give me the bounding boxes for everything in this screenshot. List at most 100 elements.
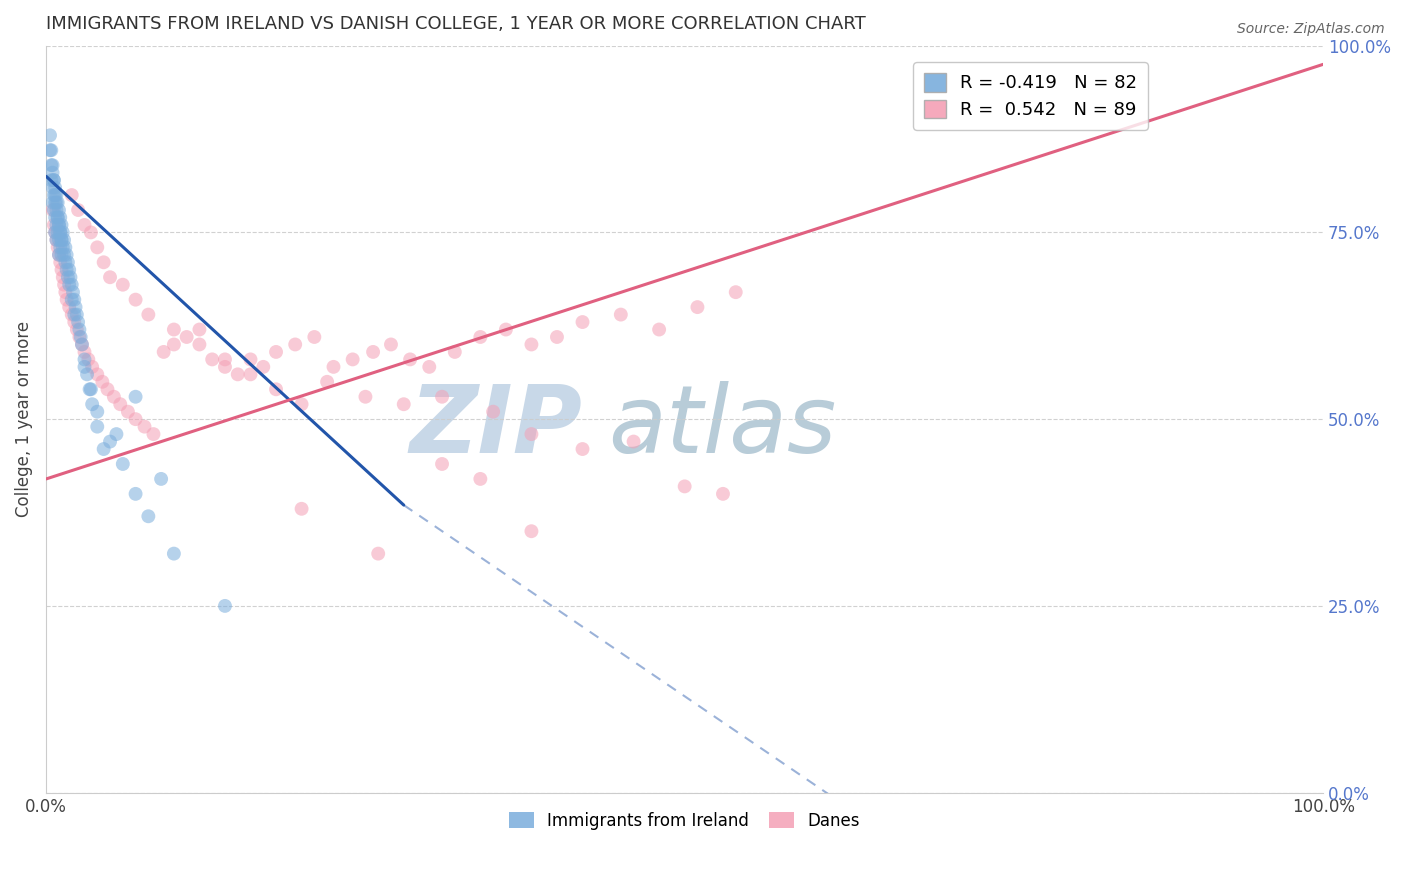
Point — [58, 262, 80, 277]
Point — [724, 285, 747, 300]
Point — [67, 202, 90, 217]
Point — [45, 195, 67, 210]
Text: IMMIGRANTS FROM IRELAND VS DANISH COLLEGE, 1 YEAR OR MORE CORRELATION CHART: IMMIGRANTS FROM IRELAND VS DANISH COLLEG… — [46, 15, 866, 33]
Point — [46, 211, 69, 225]
Point — [58, 277, 80, 292]
Point — [63, 308, 86, 322]
Point — [39, 143, 62, 157]
Text: Source: ZipAtlas.com: Source: ZipAtlas.com — [1237, 22, 1385, 37]
Point — [264, 345, 287, 359]
Point — [430, 457, 453, 471]
Point — [138, 308, 160, 322]
Point — [117, 405, 139, 419]
Point — [96, 382, 118, 396]
Point — [67, 322, 90, 336]
Point — [103, 390, 125, 404]
Point — [46, 195, 69, 210]
Point — [86, 405, 108, 419]
Point — [49, 226, 72, 240]
Point — [53, 285, 76, 300]
Point — [546, 330, 568, 344]
Point — [399, 352, 422, 367]
Point — [673, 479, 696, 493]
Point — [42, 202, 65, 217]
Point — [63, 315, 86, 329]
Point — [46, 211, 69, 225]
Point — [51, 262, 73, 277]
Point — [105, 427, 128, 442]
Point — [482, 405, 505, 419]
Point — [443, 345, 465, 359]
Point — [290, 501, 312, 516]
Point — [610, 308, 633, 322]
Point — [86, 368, 108, 382]
Point — [39, 173, 62, 187]
Point — [48, 233, 70, 247]
Point — [48, 218, 70, 232]
Point — [49, 211, 72, 225]
Point — [51, 218, 73, 232]
Point — [39, 158, 62, 172]
Point — [239, 352, 262, 367]
Point — [142, 427, 165, 442]
Point — [41, 180, 63, 194]
Point — [69, 330, 91, 344]
Point — [124, 412, 146, 426]
Point — [80, 226, 103, 240]
Point — [226, 368, 249, 382]
Point — [77, 352, 100, 367]
Point — [56, 255, 79, 269]
Point — [176, 330, 198, 344]
Point — [48, 248, 70, 262]
Point — [201, 352, 224, 367]
Point — [470, 330, 492, 344]
Point — [124, 293, 146, 307]
Point — [48, 218, 70, 232]
Point — [60, 308, 83, 322]
Point — [42, 173, 65, 187]
Point — [44, 226, 66, 240]
Point — [163, 322, 186, 336]
Point — [67, 315, 90, 329]
Text: atlas: atlas — [607, 381, 837, 472]
Point — [470, 472, 492, 486]
Point — [70, 337, 93, 351]
Point — [52, 240, 75, 254]
Point — [62, 285, 84, 300]
Point — [63, 293, 86, 307]
Point — [49, 255, 72, 269]
Point — [214, 599, 236, 613]
Point — [45, 218, 67, 232]
Point — [48, 202, 70, 217]
Point — [39, 143, 62, 157]
Point — [252, 359, 274, 374]
Point — [342, 352, 364, 367]
Point — [711, 487, 734, 501]
Point — [41, 195, 63, 210]
Point — [56, 270, 79, 285]
Point — [73, 345, 96, 359]
Point — [53, 277, 76, 292]
Point — [44, 180, 66, 194]
Point — [42, 218, 65, 232]
Point — [111, 457, 134, 471]
Point — [45, 233, 67, 247]
Point — [418, 359, 440, 374]
Point — [623, 434, 645, 449]
Point — [73, 359, 96, 374]
Point — [98, 434, 121, 449]
Point — [53, 240, 76, 254]
Point — [51, 248, 73, 262]
Point — [46, 240, 69, 254]
Point — [91, 375, 114, 389]
Point — [163, 337, 186, 351]
Point — [42, 188, 65, 202]
Point — [322, 359, 344, 374]
Point — [73, 218, 96, 232]
Point — [188, 322, 211, 336]
Point — [138, 509, 160, 524]
Point — [60, 277, 83, 292]
Point — [58, 300, 80, 314]
Point — [686, 300, 709, 314]
Point — [520, 427, 543, 442]
